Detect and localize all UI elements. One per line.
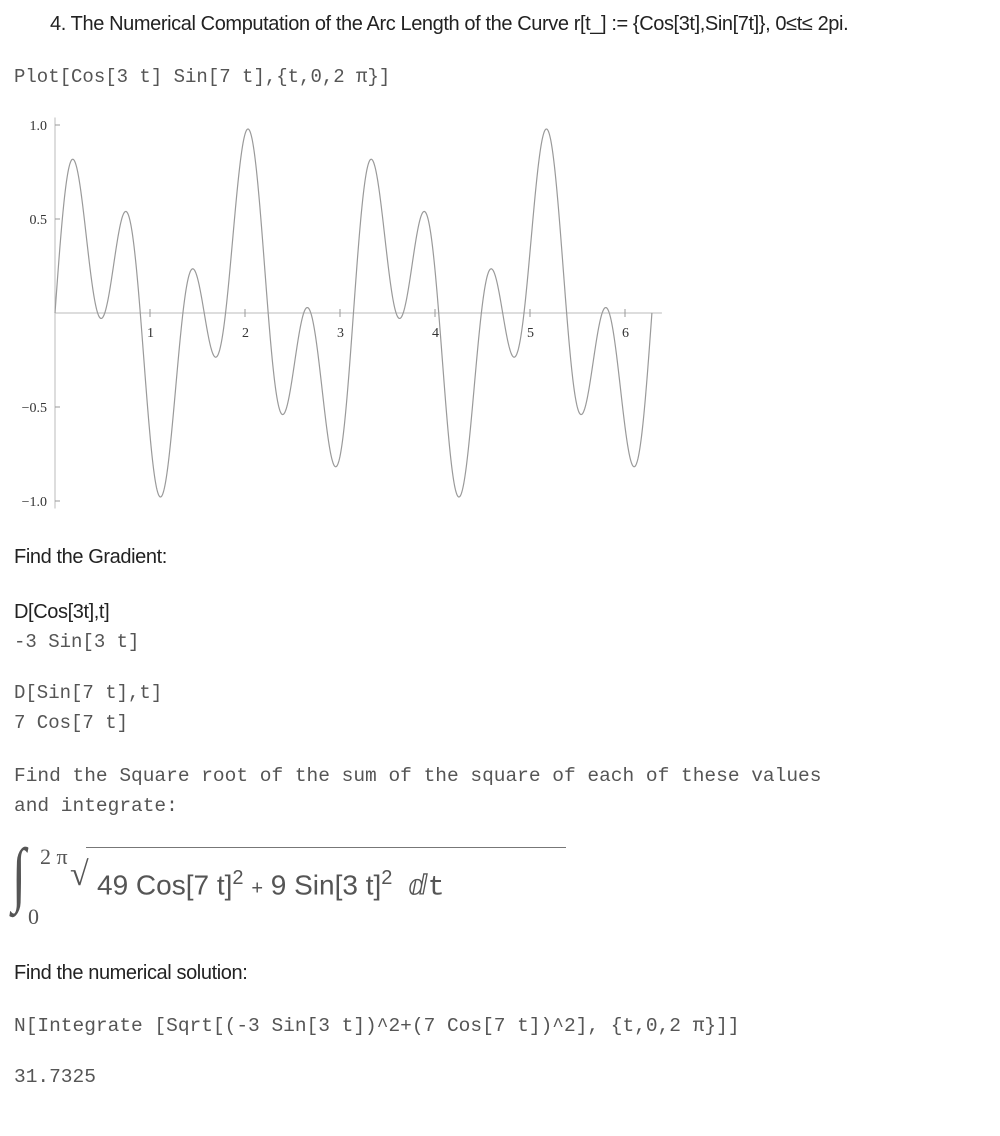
y-tick-label: 0.5	[30, 213, 48, 228]
sqrt-instruction-line-2: and integrate:	[14, 795, 178, 817]
derivative-2-input: D[Sin[7 t],t]	[14, 682, 163, 704]
x-tick-label-1: 1	[147, 326, 154, 341]
curve-cos3t-sin7t	[54, 128, 653, 498]
x-tick-label-2: 2	[242, 326, 249, 341]
section-heading: 4. The Numerical Computation of the Arc …	[50, 13, 849, 35]
integral-sign: ∫	[12, 834, 26, 914]
x-tick-label-6: 6	[622, 326, 629, 341]
gradient-heading: Find the Gradient:	[14, 546, 167, 568]
numerical-input: N[Integrate [Sqrt[(-3 Sin[3 t])^2+(7 Cos…	[14, 1015, 740, 1037]
y-tick-label: 1.0	[30, 119, 48, 134]
derivative-2-output: 7 Cos[7 t]	[14, 712, 129, 734]
derivative-1-output: -3 Sin[3 t]	[14, 631, 140, 653]
y-tick-label: −0.5	[22, 401, 47, 416]
sqrt-vinculum	[86, 847, 566, 848]
axes	[54, 117, 662, 509]
x-tick-label-5: 5	[527, 326, 534, 341]
ticks: 1 2 3 4 5 6 1.0 0.5 −0.5 −1.0	[22, 119, 629, 510]
integral-upper-limit: 2 π	[40, 844, 68, 869]
integrand: 49 Cos[7 t]2 + 9 Sin[3 t]2 ⅆt	[97, 867, 445, 904]
numerical-heading: Find the numerical solution:	[14, 962, 248, 984]
sqrt-instruction-line-1: Find the Square root of the sum of the s…	[14, 765, 822, 787]
y-tick-label: −1.0	[22, 495, 47, 510]
x-tick-label-3: 3	[337, 326, 344, 341]
derivative-1-input: D[Cos[3t],t]	[14, 601, 110, 623]
x-tick-label-4: 4	[432, 326, 439, 341]
sqrt-symbol: √	[70, 856, 89, 893]
integral-lower-limit: 0	[28, 904, 39, 929]
numerical-output: 31.7325	[14, 1066, 96, 1088]
plot-chart: 1 2 3 4 5 6 1.0 0.5 −0.5 −1.0	[22, 117, 662, 510]
plot-input: Plot[Cos[3 t] Sin[7 t],{t,0,2 π}]	[14, 66, 391, 88]
